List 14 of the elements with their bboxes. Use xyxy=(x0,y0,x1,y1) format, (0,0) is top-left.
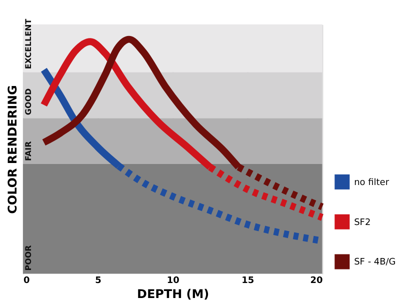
x-tick-label: 10 xyxy=(166,276,180,286)
y-axis-title: COLOR RENDERING xyxy=(5,85,20,214)
band-label: GOOD xyxy=(24,88,33,116)
x-axis-title: DEPTH (M) xyxy=(137,287,210,302)
legend-label: SF2 xyxy=(354,218,371,228)
x-tick-label: 20 xyxy=(310,276,323,286)
x-tick-label: 15 xyxy=(242,276,254,286)
legend-label: SF - 4B/G xyxy=(354,258,396,268)
band-label: POOR xyxy=(24,245,33,271)
x-tick-label: 0 xyxy=(23,276,30,286)
band-label: FAIR xyxy=(24,141,33,162)
x-tick-label: 5 xyxy=(95,276,102,286)
legend-label: no filter xyxy=(354,178,390,188)
band-label: EXCELLENT xyxy=(24,18,33,70)
